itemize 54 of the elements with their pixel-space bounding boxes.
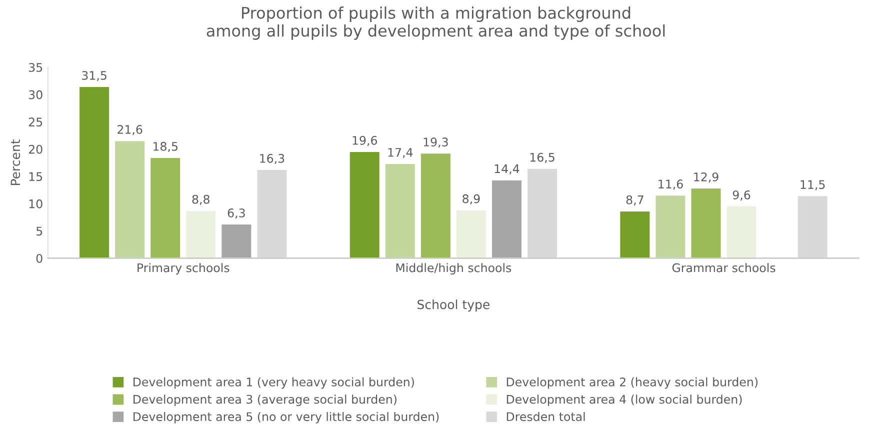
x-tick-label: Grammar schools — [672, 263, 776, 272]
legend-label: Development area 1 (very heavy social burden) — [134, 377, 414, 389]
bar — [348, 150, 381, 258]
y-tick-label: 20 — [28, 144, 42, 154]
y-tick-label: 5 — [36, 226, 42, 236]
bar — [420, 152, 452, 258]
x-axis-title: School type — [418, 300, 490, 312]
bar — [78, 86, 110, 258]
legend-label: Development area 3 (average social burden) — [134, 394, 396, 406]
x-tick-label: Primary schools — [138, 263, 230, 275]
bar — [114, 140, 146, 258]
y-tick-label: 30 — [28, 90, 42, 100]
y-axis-title: Percent — [10, 140, 20, 186]
data-label: 16,5 — [530, 152, 554, 163]
bar — [490, 178, 523, 258]
data-label: 17,4 — [388, 148, 413, 158]
data-label: 11,6 — [658, 180, 683, 190]
bar — [796, 194, 829, 258]
legend-label: Development area 5 (no or very little social burden) — [134, 412, 439, 424]
y-tick-label: 15 — [29, 172, 42, 182]
y-tick-label: 0 — [36, 254, 42, 263]
data-label: 31,5 — [82, 70, 106, 82]
bar — [384, 162, 416, 258]
data-label: 16,3 — [260, 154, 284, 164]
bar — [526, 168, 558, 258]
bar — [149, 156, 182, 258]
data-label: 11,5 — [800, 180, 825, 190]
legend-label: Development area 4 (low social burden) — [506, 394, 742, 406]
bar — [455, 208, 488, 258]
data-label: 6,3 — [228, 208, 245, 219]
y-tick-label: 25 — [28, 118, 42, 126]
bar — [618, 210, 652, 258]
data-label: 8,9 — [462, 194, 480, 204]
data-label: 19,3 — [424, 138, 448, 148]
chart-title: Proportion of pupils with a migration background among all pupils by development area and type of school — [206, 6, 665, 40]
bar — [725, 205, 758, 258]
data-label: 8,7 — [626, 195, 644, 206]
bar — [256, 168, 288, 258]
data-label: 12,9 — [694, 172, 718, 183]
bar — [654, 194, 687, 258]
legend-label: Dresden total — [506, 412, 585, 422]
data-label: 18,5 — [154, 142, 178, 152]
bar — [690, 187, 722, 258]
data-label: 19,6 — [352, 136, 378, 146]
y-tick-label: 10 — [29, 199, 42, 208]
x-tick-label: Middle/high schools — [396, 263, 512, 275]
bar — [220, 223, 253, 258]
legend-label: Development area 2 (heavy social burden) — [506, 377, 758, 389]
bar — [184, 210, 218, 258]
data-label: 14,4 — [494, 164, 520, 174]
y-tick-label: 35 — [28, 62, 42, 72]
data-label: 8,8 — [192, 194, 210, 205]
data-label: 9,6 — [732, 190, 750, 201]
data-label: 21,6 — [118, 124, 142, 136]
